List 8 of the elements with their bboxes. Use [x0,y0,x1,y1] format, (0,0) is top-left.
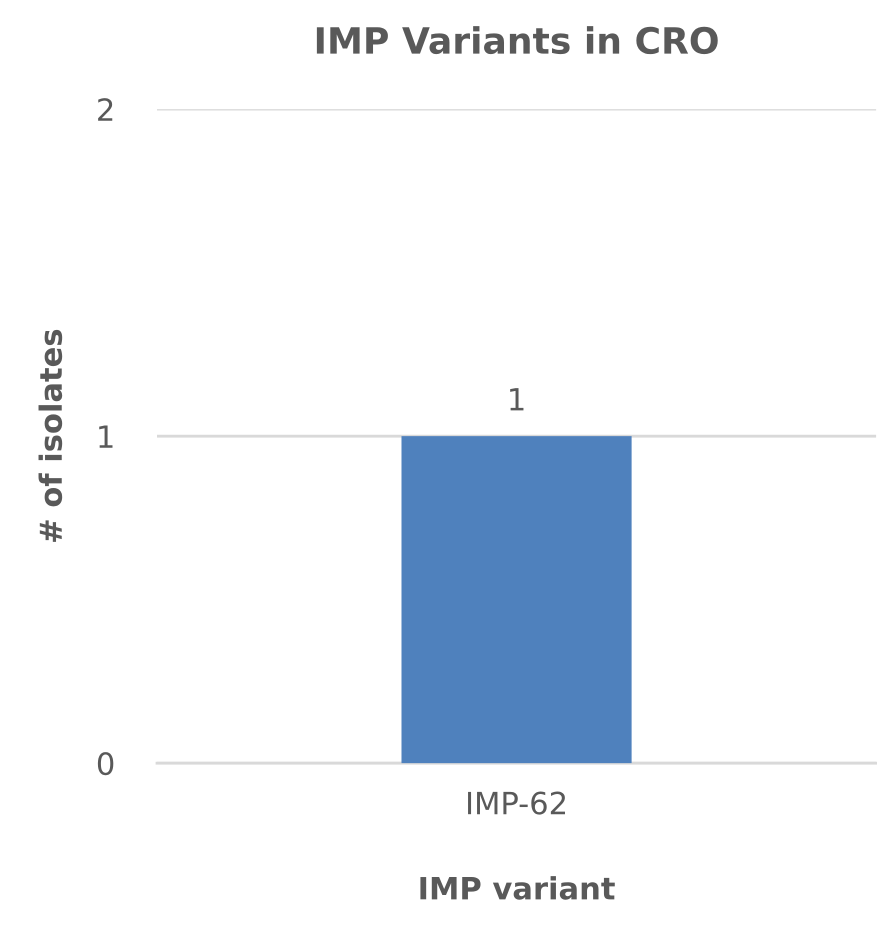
y-tick-label: 1 [99,426,112,448]
x-tick-label: IMP-62 [468,792,566,815]
data-label: 1 [510,388,524,410]
x-axis-title: IMP variant [420,876,615,900]
y-tick-label: 2 [98,98,112,121]
y-axis-title: # of isolates [38,330,62,542]
y-tick-label: 0 [98,752,114,776]
chart-title: IMP Variants in CRO [316,26,718,54]
